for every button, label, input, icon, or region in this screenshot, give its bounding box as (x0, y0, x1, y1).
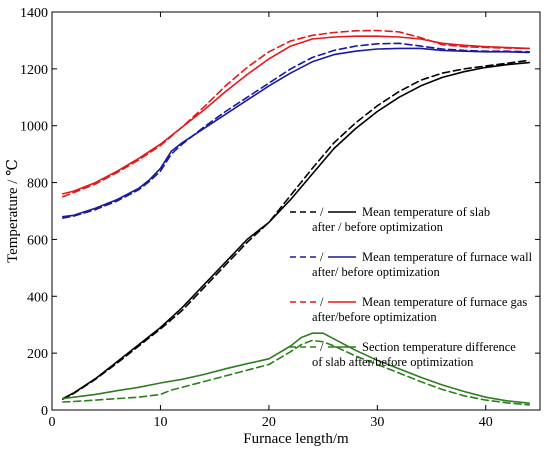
series-line-gas_after (62, 35, 530, 195)
series-line-wall_before (62, 42, 530, 219)
series-line-slab_before (62, 59, 530, 400)
legend-label: after/ before optimization (312, 265, 440, 279)
y-tick-label: 1000 (20, 120, 48, 135)
legend-label: after/before optimization (312, 310, 437, 324)
x-tick-label: 40 (479, 415, 493, 430)
y-tick-label: 200 (27, 347, 48, 362)
legend-label: of slab after/before optimization (312, 355, 474, 369)
legend-label: Mean temperature of slab (362, 205, 490, 219)
legend-label: Mean temperature of furnace wall (362, 250, 533, 264)
y-tick-label: 600 (27, 233, 48, 248)
y-tick-label: 1400 (20, 6, 48, 21)
series-line-diff_before (62, 339, 530, 406)
series-line-slab_after (62, 61, 530, 400)
legend-separator: / (320, 340, 324, 354)
y-tick-label: 800 (27, 177, 48, 192)
series-line-gas_before (62, 29, 530, 198)
legend-separator: / (320, 205, 324, 219)
x-tick-label: 30 (370, 415, 384, 430)
legend-label: Section temperature difference (362, 340, 516, 354)
y-tick-label: 1200 (20, 63, 48, 78)
plot-frame (51, 11, 541, 411)
y-axis-label: Temperature / ℃ (5, 159, 21, 263)
x-axis-label: Furnace length/m (243, 431, 349, 447)
x-tick-label: 20 (262, 415, 276, 430)
y-tick-label: 0 (41, 404, 48, 419)
series-line-wall_after (62, 47, 530, 218)
y-tick-label: 400 (27, 290, 48, 305)
plot-area (62, 29, 530, 406)
x-tick-label: 0 (49, 415, 56, 430)
series-line-diff_after (62, 332, 530, 404)
legend-label: Mean temperature of furnace gas (362, 295, 527, 309)
legend-label: after / before optimization (312, 220, 444, 234)
legend-separator: / (320, 295, 324, 309)
x-tick-label: 10 (153, 415, 167, 430)
legend-separator: / (320, 250, 324, 264)
